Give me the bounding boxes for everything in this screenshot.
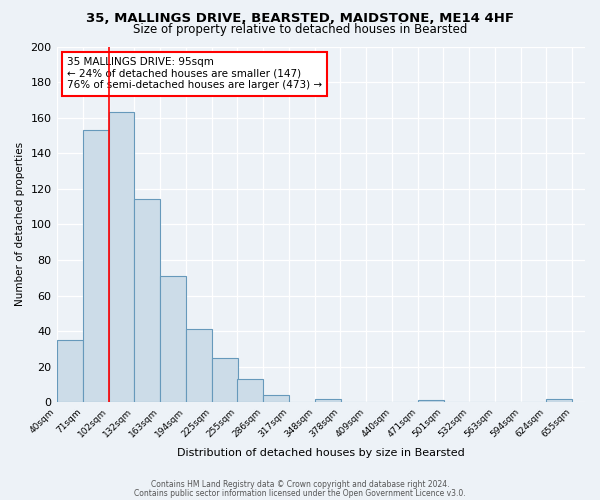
Bar — [134, 200, 160, 402]
Text: 35, MALLINGS DRIVE, BEARSTED, MAIDSTONE, ME14 4HF: 35, MALLINGS DRIVE, BEARSTED, MAIDSTONE,… — [86, 12, 514, 26]
Bar — [546, 398, 572, 402]
Bar — [160, 276, 185, 402]
Y-axis label: Number of detached properties: Number of detached properties — [15, 142, 25, 306]
Bar — [56, 340, 83, 402]
Text: 35 MALLINGS DRIVE: 95sqm
← 24% of detached houses are smaller (147)
76% of semi-: 35 MALLINGS DRIVE: 95sqm ← 24% of detach… — [67, 57, 322, 90]
Text: Size of property relative to detached houses in Bearsted: Size of property relative to detached ho… — [133, 24, 467, 36]
Bar — [109, 112, 134, 402]
Text: Contains HM Land Registry data © Crown copyright and database right 2024.: Contains HM Land Registry data © Crown c… — [151, 480, 449, 489]
Bar — [314, 398, 341, 402]
Bar — [263, 395, 289, 402]
Text: Contains public sector information licensed under the Open Government Licence v3: Contains public sector information licen… — [134, 489, 466, 498]
Bar — [83, 130, 109, 402]
Bar — [212, 358, 238, 402]
Bar — [418, 400, 444, 402]
X-axis label: Distribution of detached houses by size in Bearsted: Distribution of detached houses by size … — [177, 448, 464, 458]
Bar — [185, 330, 212, 402]
Bar — [237, 379, 263, 402]
